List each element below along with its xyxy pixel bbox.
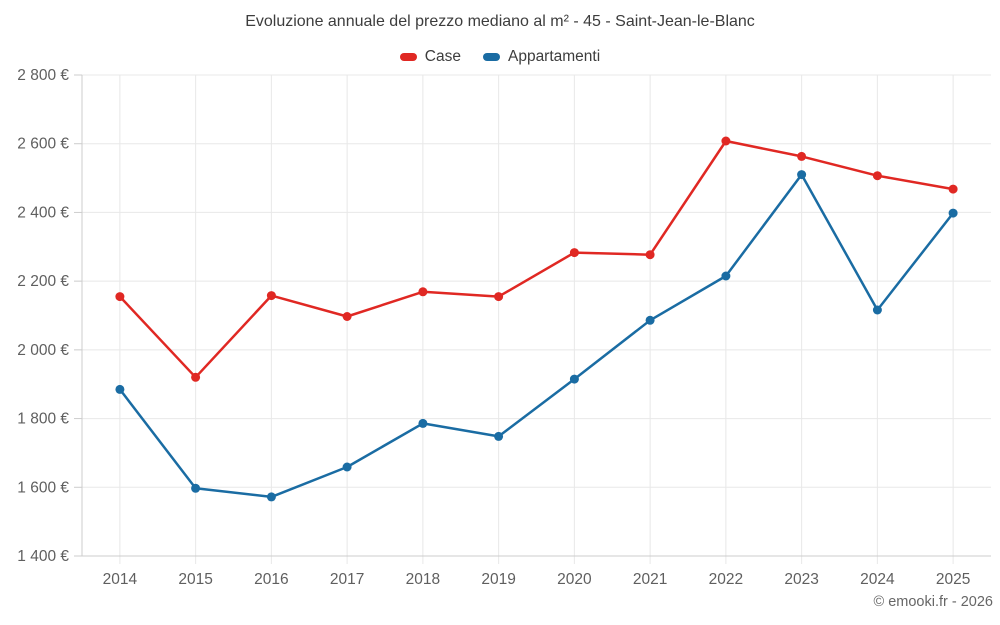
data-point-case-2018[interactable] bbox=[418, 287, 428, 297]
x-axis-label: 2017 bbox=[330, 571, 364, 588]
data-point-appartamenti-2016[interactable] bbox=[266, 492, 276, 502]
y-axis-label: 2 600 € bbox=[17, 136, 69, 153]
legend-item-case[interactable]: Case bbox=[399, 48, 461, 66]
credit-watermark: © emooki.fr - 2026 bbox=[873, 594, 993, 610]
x-axis-label: 2025 bbox=[936, 571, 970, 588]
legend-item-appartamenti[interactable]: Appartamenti bbox=[482, 48, 601, 66]
x-axis-label: 2022 bbox=[709, 571, 743, 588]
data-point-appartamenti-2022[interactable] bbox=[721, 271, 731, 281]
chart-title: Evoluzione annuale del prezzo mediano al… bbox=[245, 13, 755, 30]
y-axis-label: 2 400 € bbox=[17, 204, 69, 221]
legend-swatch-case bbox=[399, 53, 417, 61]
x-axis-label: 2020 bbox=[557, 571, 592, 588]
data-point-case-2024[interactable] bbox=[872, 171, 882, 181]
x-axis-label: 2016 bbox=[254, 571, 288, 588]
data-point-appartamenti-2024[interactable] bbox=[872, 305, 882, 315]
data-point-appartamenti-2014[interactable] bbox=[115, 384, 125, 394]
data-point-case-2020[interactable] bbox=[569, 248, 579, 258]
data-point-appartamenti-2023[interactable] bbox=[797, 170, 807, 180]
data-point-case-2016[interactable] bbox=[266, 291, 276, 301]
data-point-appartamenti-2021[interactable] bbox=[645, 315, 655, 325]
data-point-case-2017[interactable] bbox=[342, 312, 352, 321]
series-line-case bbox=[118, 139, 955, 379]
x-axis-label: 2015 bbox=[178, 571, 212, 588]
y-axis-label: 2 000 € bbox=[17, 342, 69, 359]
legend-label-appartamenti: Appartamenti bbox=[507, 48, 601, 65]
data-point-case-2014[interactable] bbox=[115, 292, 125, 302]
data-point-appartamenti-2015[interactable] bbox=[191, 483, 201, 493]
x-axis-label: 2021 bbox=[633, 571, 667, 588]
x-axis-label: 2018 bbox=[406, 571, 440, 588]
legend: Case Appartamenti bbox=[0, 46, 1000, 68]
x-axis-label: 2019 bbox=[481, 571, 515, 588]
y-axis-label: 2 200 € bbox=[17, 273, 69, 290]
data-point-case-2015[interactable] bbox=[191, 372, 201, 382]
y-axis-label: 1 800 € bbox=[17, 411, 69, 428]
data-point-appartamenti-2019[interactable] bbox=[494, 431, 504, 441]
x-axis-label: 2023 bbox=[784, 571, 818, 588]
data-point-case-2025[interactable] bbox=[948, 184, 958, 194]
legend-label-case: Case bbox=[424, 48, 461, 65]
data-point-appartamenti-2020[interactable] bbox=[569, 374, 579, 384]
data-point-case-2022[interactable] bbox=[721, 136, 731, 146]
y-axis-label: 1 400 € bbox=[17, 548, 69, 565]
data-point-case-2019[interactable] bbox=[494, 292, 504, 302]
x-axis-label: 2014 bbox=[103, 571, 138, 588]
data-point-case-2021[interactable] bbox=[645, 250, 655, 260]
legend-swatch-appartamenti bbox=[482, 53, 500, 61]
data-point-case-2023[interactable] bbox=[797, 151, 807, 161]
data-point-appartamenti-2018[interactable] bbox=[418, 418, 428, 428]
series-line-appartamenti bbox=[118, 173, 955, 499]
x-axis-label: 2024 bbox=[860, 571, 895, 588]
data-point-appartamenti-2017[interactable] bbox=[342, 462, 352, 472]
y-axis-label: 1 600 € bbox=[17, 479, 69, 496]
y-axis-label: 2 800 € bbox=[17, 67, 69, 84]
data-point-appartamenti-2025[interactable] bbox=[948, 208, 958, 218]
